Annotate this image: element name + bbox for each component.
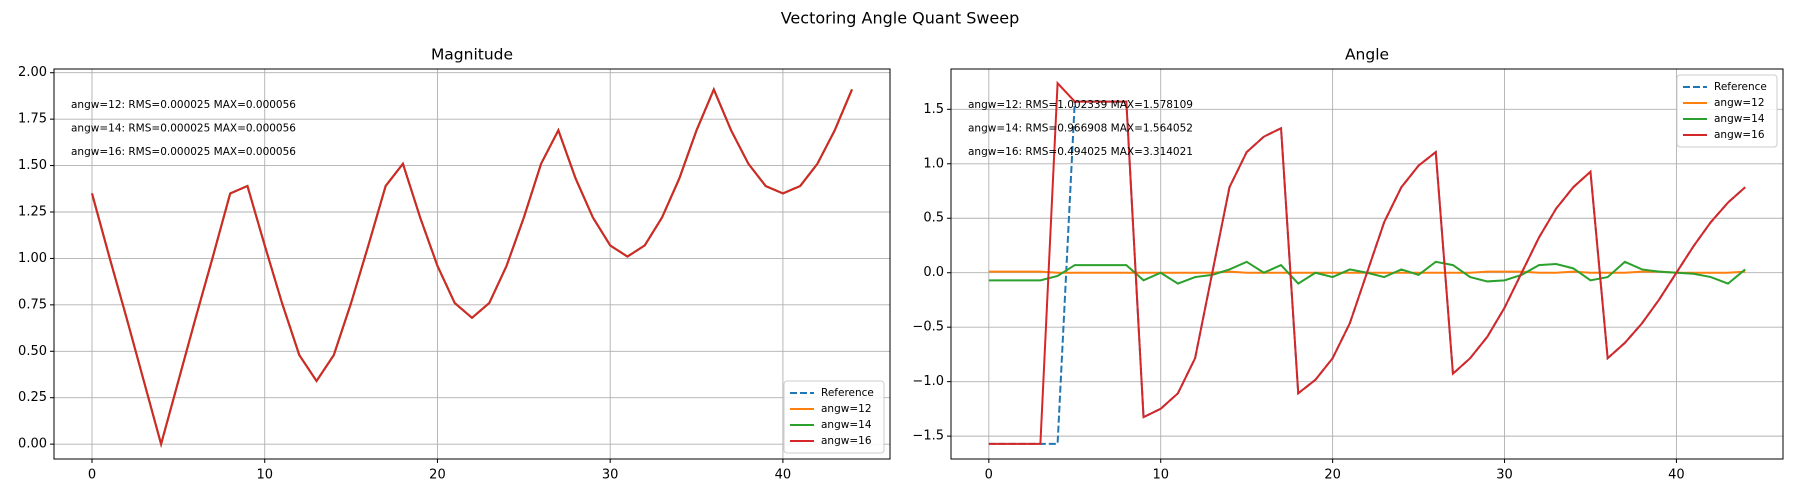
series-line (91, 86, 853, 448)
legend-label: angw=12 (1714, 97, 1765, 109)
y-tick-label: 1.00 (18, 251, 47, 266)
legend-label: angw=14 (1714, 113, 1765, 125)
axes-frame (53, 68, 891, 460)
axes-frame (950, 68, 1784, 460)
y-tick-label: 0.0 (923, 265, 944, 280)
legend-label: angw=16 (821, 435, 872, 447)
x-tick-label: 30 (602, 468, 619, 483)
y-tick-label: 2.00 (18, 65, 47, 80)
legend-label: angw=12 (821, 403, 872, 415)
annotation: angw=14: RMS=0.966908 MAX=1.564052 (968, 123, 1193, 135)
y-tick-label: 0.00 (18, 437, 47, 452)
annotation: angw=16: RMS=0.000025 MAX=0.000056 (71, 146, 296, 158)
legend-box (783, 380, 885, 454)
x-tick-label: 30 (1496, 468, 1513, 483)
y-tick-label: −1.5 (912, 429, 944, 444)
x-tick-label: 0 (88, 468, 96, 483)
x-tick-label: 10 (1152, 468, 1169, 483)
y-tick-label: 0.75 (18, 297, 47, 312)
legend-label: Reference (821, 387, 874, 399)
legend: Reference angw=12 angw=14 angw=16 (1676, 74, 1778, 148)
legend-label: Reference (1714, 81, 1767, 93)
annotation: angw=16: RMS=0.494025 MAX=3.314021 (968, 146, 1193, 158)
y-tick-label: 1.25 (18, 205, 47, 220)
series-line (988, 80, 1746, 445)
x-tick-label: 40 (1668, 468, 1685, 483)
y-tick-label: 0.50 (18, 344, 47, 359)
y-tick-label: 1.5 (923, 102, 944, 117)
legend-box (1676, 74, 1778, 148)
legend: Reference angw=12 angw=14 angw=16 (783, 380, 885, 454)
legend-label: angw=14 (821, 419, 872, 431)
axes: −1.5 −1.0 −0.5 0.0 0.5 1.0 1.5 0 10 20 30 40 Angle an… (912, 46, 1784, 483)
axes-title: Angle (1345, 46, 1389, 64)
y-tick-label: 1.75 (18, 112, 47, 127)
x-tick-label: 10 (256, 468, 273, 483)
axes: 0.00 0.25 0.50 0.75 1.00 1.25 1.50 1.75 2.00 0 10 2… (18, 46, 891, 483)
x-tick-label: 20 (429, 468, 446, 483)
legend-label: angw=16 (1714, 129, 1765, 141)
figure-title: Vectoring Angle Quant Sweep (781, 9, 1020, 28)
y-tick-label: −1.0 (912, 374, 944, 389)
annotation: angw=12: RMS=1.002339 MAX=1.578109 (968, 99, 1193, 111)
y-tick-label: 0.5 (923, 211, 944, 226)
y-tick-label: 0.25 (18, 390, 47, 405)
annotation: angw=12: RMS=0.000025 MAX=0.000056 (71, 99, 296, 111)
axes-title: Magnitude (431, 46, 513, 64)
x-tick-label: 0 (985, 468, 993, 483)
y-tick-label: 1.50 (18, 158, 47, 173)
y-tick-label: 1.0 (923, 156, 944, 171)
annotation: angw=14: RMS=0.000025 MAX=0.000056 (71, 123, 296, 135)
x-tick-label: 20 (1324, 468, 1341, 483)
y-tick-label: −0.5 (912, 320, 944, 335)
x-tick-label: 40 (775, 468, 792, 483)
